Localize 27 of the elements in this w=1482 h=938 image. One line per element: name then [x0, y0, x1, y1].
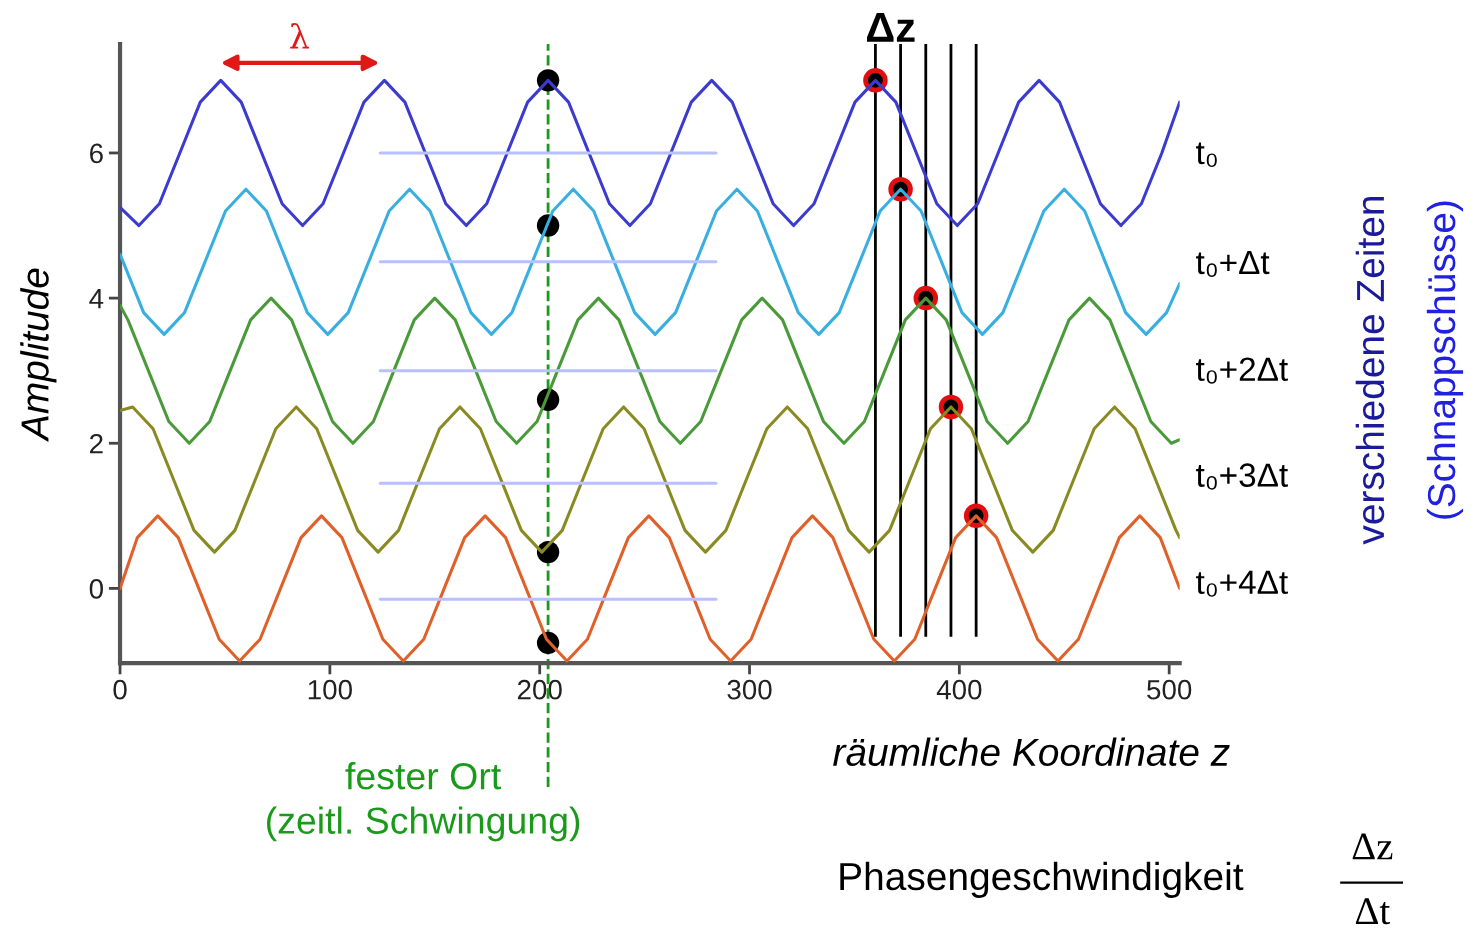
text: (Schnappschüsse): [1426, 201, 1464, 519]
series-label: t₀+3Δt: [1196, 463, 1288, 490]
line-series: [120, 187, 1180, 336]
text: Δz: [866, 13, 915, 42]
annotation: λ: [290, 23, 309, 49]
series-label: t₀+2Δt: [1196, 357, 1288, 384]
y-tick-label: 0: [89, 579, 103, 599]
x-tick-label: 0: [113, 679, 127, 700]
series-label: t₀: [1196, 142, 1217, 167]
text: Δz: [1352, 833, 1393, 860]
x-tick-label: 100: [308, 679, 352, 700]
text: Phasengeschwindigkeit: [840, 861, 1244, 898]
y-tick-label: 6: [90, 143, 103, 164]
x-tick-label: 200: [517, 679, 562, 700]
x-tick-label: 400: [936, 679, 982, 700]
ref-line-label: fester Ort (zeitl. Schwingung): [267, 762, 580, 842]
x-axis-title: räumliche Koordinate z: [833, 737, 1230, 767]
text: Δt: [1355, 898, 1391, 925]
x-tick-label: 500: [1147, 679, 1192, 700]
x-tick-label: 300: [727, 679, 772, 700]
y-tick-label: 4: [89, 289, 104, 309]
text: verschiedene Zeiten: [1355, 196, 1385, 545]
series-label: t₀+4Δt: [1196, 570, 1288, 597]
y-tick-label: 2: [90, 433, 103, 454]
line-series: [120, 296, 1180, 445]
series-label: t₀+Δt: [1196, 251, 1270, 277]
y-axis-title: Amplitude: [20, 268, 57, 443]
